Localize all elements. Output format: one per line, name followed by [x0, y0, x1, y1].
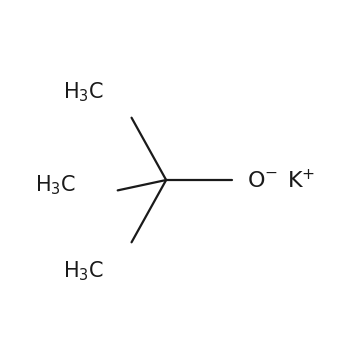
Text: H$_3$C: H$_3$C	[63, 80, 104, 104]
Text: H$_3$C: H$_3$C	[63, 260, 104, 283]
Text: K$^{+}$: K$^{+}$	[287, 169, 315, 192]
Text: O$^{-}$: O$^{-}$	[247, 171, 279, 191]
Text: H$_3$C: H$_3$C	[35, 174, 76, 197]
